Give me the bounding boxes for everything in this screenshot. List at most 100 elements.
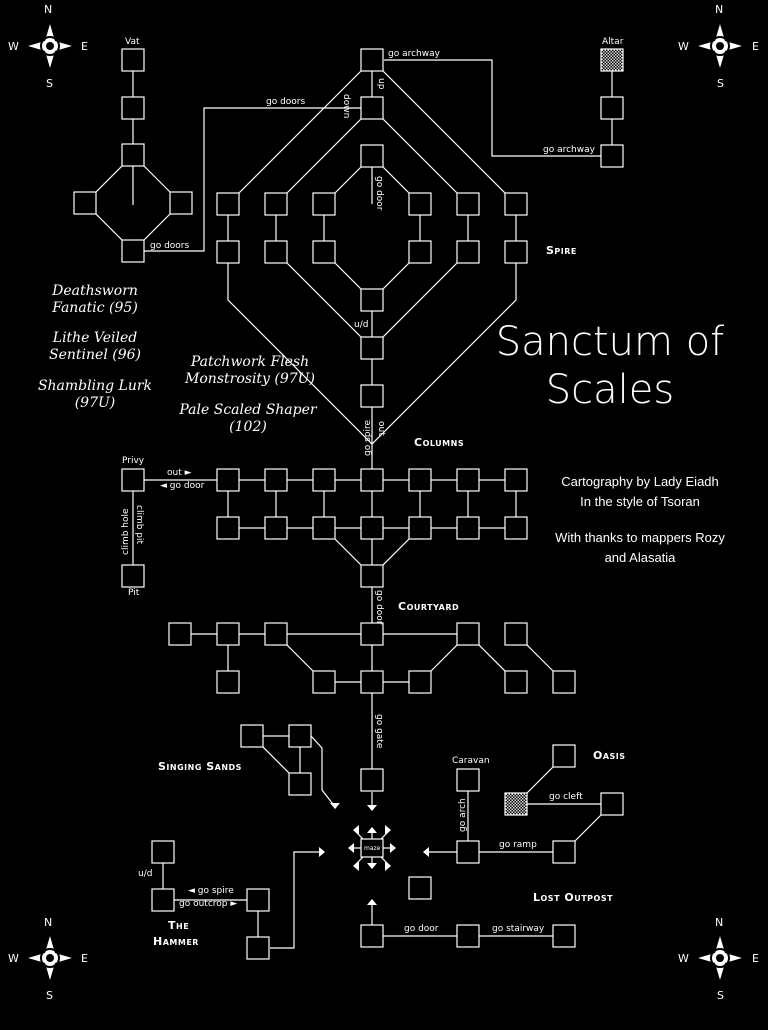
room: [312, 240, 336, 264]
compass-center: [716, 954, 724, 962]
room: [360, 924, 384, 948]
room: [360, 622, 384, 646]
compass-s: S: [717, 989, 724, 1002]
room: [408, 670, 432, 694]
room: [121, 239, 145, 263]
exit-label-go-door: go door: [374, 176, 384, 211]
room: [246, 888, 270, 912]
exit-label-go-door: ◄ go door: [160, 481, 205, 491]
room: [312, 192, 336, 216]
area-label-spire: Spire: [546, 244, 577, 257]
room: [360, 336, 384, 360]
mob-pale-scaled-shaper: Pale Scaled Shaper (102): [168, 402, 328, 436]
room: [360, 516, 384, 540]
mob-line: Monstrosity (97U): [185, 371, 315, 387]
exit-label-go-outcrop: go outcrop ►: [179, 899, 238, 909]
arrow-head: [423, 847, 429, 857]
room: [456, 516, 480, 540]
compass-s: S: [46, 989, 53, 1002]
room: [504, 240, 528, 264]
room: [216, 622, 240, 646]
credit-line4: and Alasatia: [604, 550, 676, 565]
path-line: [384, 59, 601, 157]
mob-line: (97U): [74, 395, 116, 411]
room: [121, 468, 145, 492]
exit-label-climb-pit: climb pit: [134, 505, 144, 545]
room: [288, 724, 312, 748]
room: [288, 772, 312, 796]
room: [408, 192, 432, 216]
exit-label-climb-hole: climb hole: [121, 508, 131, 555]
room: [216, 670, 240, 694]
exit-label-go-gate: go gate: [374, 714, 384, 749]
room: [552, 840, 576, 864]
exit-label-go-stairway: go stairway: [492, 924, 545, 934]
mob-line: Shambling Lurk: [37, 378, 153, 394]
room: [360, 670, 384, 694]
room: [151, 888, 175, 912]
room: [600, 96, 624, 120]
arrow-head: [348, 843, 354, 853]
room-label-altar: Altar: [602, 37, 624, 47]
room: [408, 240, 432, 264]
room: [504, 468, 528, 492]
mob-line: Lithe Veiled: [52, 330, 138, 346]
room: [456, 840, 480, 864]
exit-label-go-ramp: go ramp: [499, 840, 537, 850]
compass-ring: [710, 948, 730, 968]
room: [168, 622, 192, 646]
room: [121, 564, 145, 588]
room-label-pit: Pit: [128, 588, 140, 598]
maze-room: [360, 838, 384, 858]
exit-label-go-door: go door: [404, 924, 439, 934]
compass-center: [716, 42, 724, 50]
room: [121, 96, 145, 120]
compass-w: W: [678, 40, 689, 53]
exit-label-go-door: go door: [374, 590, 384, 625]
compass-n: N: [44, 916, 53, 929]
room: [456, 768, 480, 792]
area-label-singing-sands: Singing Sands: [158, 760, 242, 773]
exit-label-out: out: [376, 421, 386, 436]
arrow-head: [353, 825, 359, 835]
exit-label-go-archway: go archway: [388, 49, 440, 59]
room: [264, 622, 288, 646]
room: [312, 516, 336, 540]
credits: Cartography by Lady Eiadh In the style o…: [540, 472, 740, 568]
room: [504, 516, 528, 540]
compass-e: E: [81, 952, 88, 965]
room: [408, 516, 432, 540]
room: [504, 670, 528, 694]
compass-s: S: [717, 77, 724, 90]
exit-label-out: out ►: [167, 468, 192, 478]
compass-w: W: [8, 40, 19, 53]
exit-label-up-down: u/d: [138, 869, 153, 879]
compass-s: S: [46, 77, 53, 90]
credit-line2: In the style of Tsoran: [580, 494, 700, 509]
room: [216, 516, 240, 540]
room: [264, 240, 288, 264]
room: [360, 48, 384, 72]
room: [360, 384, 384, 408]
compass-ring: [40, 36, 60, 56]
exit-label-up-down: u/d: [354, 320, 369, 330]
compass-n: N: [715, 3, 724, 16]
arrow-head: [385, 861, 391, 871]
area-label-courtyard: Courtyard: [398, 600, 460, 613]
room: [456, 924, 480, 948]
credit-line3: With thanks to mappers Rozy: [555, 530, 725, 545]
arrow-head: [353, 861, 359, 871]
room: [216, 240, 240, 264]
mob-line: Fanatic (95): [52, 300, 138, 316]
exit-label-go-archway: go archway: [543, 145, 595, 155]
area-label-oasis: Oasis: [593, 749, 626, 762]
room: [360, 144, 384, 168]
room: [151, 840, 175, 864]
room: [121, 48, 145, 72]
mob-line: Deathsworn: [52, 283, 138, 299]
room: [600, 792, 624, 816]
room: [504, 192, 528, 216]
room: [408, 468, 432, 492]
compass-e: E: [752, 952, 759, 965]
